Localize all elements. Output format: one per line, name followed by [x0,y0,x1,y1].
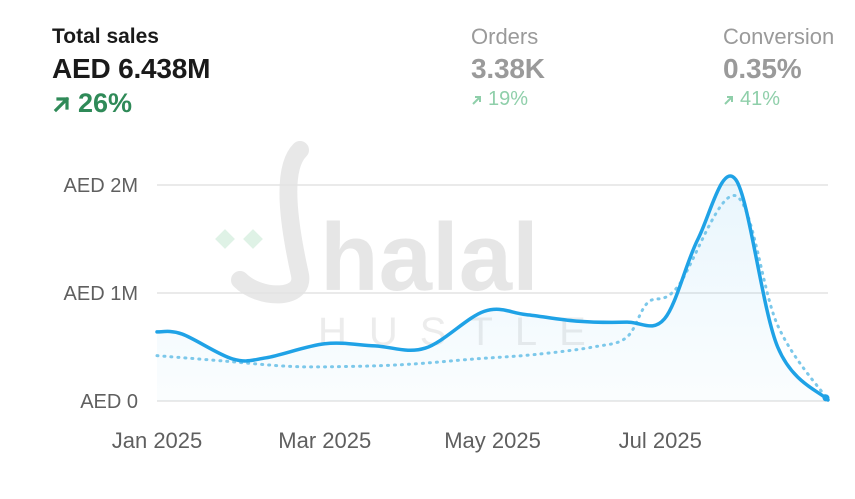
series-line-current [155,174,830,402]
y-tick-label: AED 2M [64,175,138,197]
total-sales-change-value: 26% [78,88,133,118]
watermark-text: halal [320,204,539,311]
arrow-up-right-icon [724,95,733,105]
orders-metric[interactable]: Orders 3.38K 19% [471,24,545,111]
conversion-metric[interactable]: Conversion 0.35% 41% [723,24,834,111]
x-tick-label: May 2025 [444,428,541,453]
total-sales-value: AED 6.438M [52,53,211,84]
conversion-label: Conversion [723,24,835,49]
orders-change-value: 19% [488,88,529,110]
arrow-up-right-icon [472,95,481,105]
arrow-up-right-icon [53,96,70,112]
orders-change: 19% [471,88,545,111]
series-group [155,174,830,402]
orders-value: 3.38K [471,53,545,84]
total-sales-metric[interactable]: Total sales AED 6.438M 26% [52,24,210,119]
conversion-value: 0.35% [723,53,802,84]
total-sales-change: 26% [52,88,210,119]
conversion-change-value: 41% [740,88,781,110]
x-tick-label: Jul 2025 [619,428,702,453]
orders-label: Orders [471,24,539,49]
y-tick-label: AED 1M [64,283,138,305]
x-axis: Jan 2025 Mar 2025 May 2025 Jul 2025 [112,428,702,453]
end-point-marker [822,394,830,402]
x-tick-label: Jan 2025 [112,428,203,453]
total-sales-label: Total sales [52,25,159,48]
y-axis: AED 0 AED 1M AED 2M [64,175,138,413]
y-tick-label: AED 0 [80,391,138,413]
conversion-change: 41% [723,88,834,111]
x-tick-label: Mar 2025 [278,428,371,453]
